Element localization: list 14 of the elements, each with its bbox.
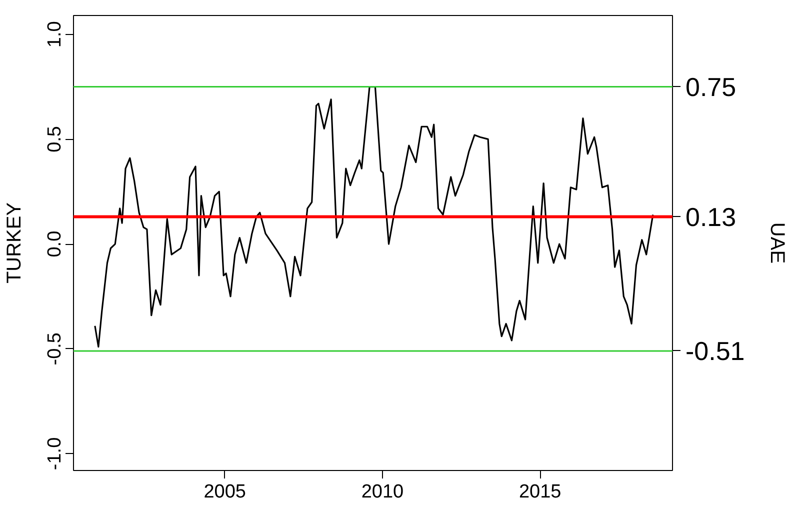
y2-tick-label: -0.51	[686, 336, 745, 366]
line-series	[94, 86, 654, 348]
y-tick-label: 0.0	[44, 230, 66, 258]
y-axis-title: TURKEY	[4, 202, 26, 284]
y-tick-label: -1.0	[44, 437, 66, 470]
y2-tick-label: 0.75	[686, 72, 736, 102]
y-tick-label: 0.5	[44, 126, 66, 152]
x-tick-label: 2010	[361, 482, 404, 502]
y2-axis-title: UAE	[766, 222, 788, 264]
x-tick-label: 2015	[518, 482, 562, 502]
x-tick-label: 2005	[204, 482, 246, 502]
y-tick-label: -0.5	[44, 332, 66, 366]
y-tick-label: 1.0	[44, 21, 66, 48]
y2-tick-label: 0.13	[686, 202, 736, 232]
